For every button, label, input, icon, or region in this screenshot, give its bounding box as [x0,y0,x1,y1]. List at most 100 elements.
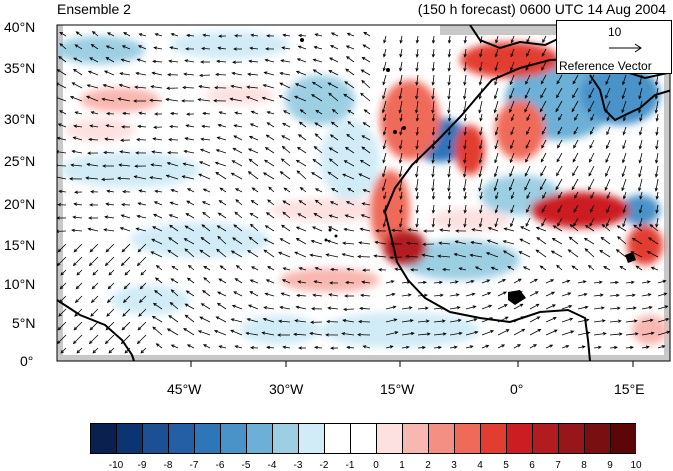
wind-vector-head [344,294,348,298]
wind-vector [656,204,659,213]
wind-vector-head [479,145,483,150]
wind-vector [347,268,355,271]
wind-vector-head [463,209,467,214]
wind-vector-head [583,237,588,242]
wind-vector-head [533,344,538,348]
wind-vector [557,126,563,135]
wind-vector-head [344,146,349,151]
wind-vector [105,243,115,253]
wind-vector-head [102,84,107,88]
wind-vector-head [493,187,497,192]
colorbar-box [532,423,559,454]
wind-vector [572,165,579,176]
wind-vector [315,109,323,115]
wind-vector-head [556,158,560,163]
wind-vector [358,321,371,323]
wind-vector [433,346,442,349]
wind-vector-head [447,145,451,150]
wind-vector-head [557,130,561,135]
wind-vector-head [398,109,402,114]
wind-vector [511,191,515,199]
colorbar-label: 4 [477,460,483,471]
wind-vector-head [135,71,140,76]
wind-vector-head [294,83,299,87]
wind-vector-head [494,81,498,86]
wind-vector [382,178,387,191]
wind-vector-head [382,223,386,228]
wind-vector-head [231,71,236,76]
wind-vector [169,214,179,219]
colorbar-box [246,423,273,454]
wind-vector-head [485,344,490,348]
colorbar-box [272,423,299,454]
wind-vector [639,126,643,135]
wind-vector-head [567,249,572,253]
shade-blob [455,125,485,175]
wind-vector [108,347,115,354]
wind-vector [593,307,604,310]
wind-vector-head [265,134,270,138]
wind-vector [422,254,435,258]
wind-vector-head [655,117,659,122]
wind-vector [545,317,557,323]
wind-vector [186,290,195,297]
wind-vector-head [298,200,303,204]
wind-vector [315,267,323,271]
wind-vector-head [86,95,90,99]
wind-vector [134,86,147,89]
wind-vector-head [310,239,315,244]
wind-vector-head [655,131,659,136]
wind-vector [71,164,83,167]
wind-vector [312,226,323,232]
wind-vector [151,238,163,245]
wind-vector-head [463,53,467,58]
wind-vector-head [599,249,604,254]
wind-vector-head [279,171,284,175]
wind-vector-head [247,249,251,254]
wind-vector [217,291,227,297]
wind-vector-head [122,299,127,304]
wind-vector-head [623,117,627,122]
lat-label-35n: 35°N [4,60,36,76]
wind-vector [76,269,83,276]
colorbar-box [480,423,507,454]
wind-vector [433,294,443,297]
wind-vector-head [246,85,251,89]
wind-vector [185,137,195,141]
wind-vector [448,178,451,191]
wind-vector-head [557,208,561,213]
wind-vector [625,320,637,323]
wind-vector-head [232,237,236,241]
wind-vector-head [541,53,545,57]
wind-vector-head [573,144,577,149]
wind-vector-head [294,319,299,323]
wind-vector [448,191,451,199]
wind-vector-head [510,131,514,136]
wind-vector [622,139,627,149]
wind-vector [151,251,163,258]
shade-blob [65,118,135,142]
wind-vector [171,289,179,297]
wind-vector [120,72,131,76]
wind-vector-head [655,159,659,164]
wind-vector [589,152,595,163]
wind-vector [432,87,435,99]
wind-vector-head [617,236,621,240]
wind-vector-head [120,138,124,142]
wind-vector [331,32,339,37]
wind-vector-head [510,223,514,228]
wind-vector [151,86,163,89]
wind-vector-head [329,45,334,49]
wind-vector [657,331,670,336]
wind-vector [265,59,275,63]
wind-vector [401,332,414,336]
wind-vector-head [558,117,562,121]
wind-vector-head [216,59,221,64]
wind-vector-head [405,254,409,259]
wind-vector-head [582,280,587,284]
wind-vector-head [469,345,474,349]
wind-vector-head [89,203,93,207]
wind-vector [656,217,659,227]
reference-vector-label: Reference Vector [559,59,652,73]
wind-vector [526,48,531,57]
